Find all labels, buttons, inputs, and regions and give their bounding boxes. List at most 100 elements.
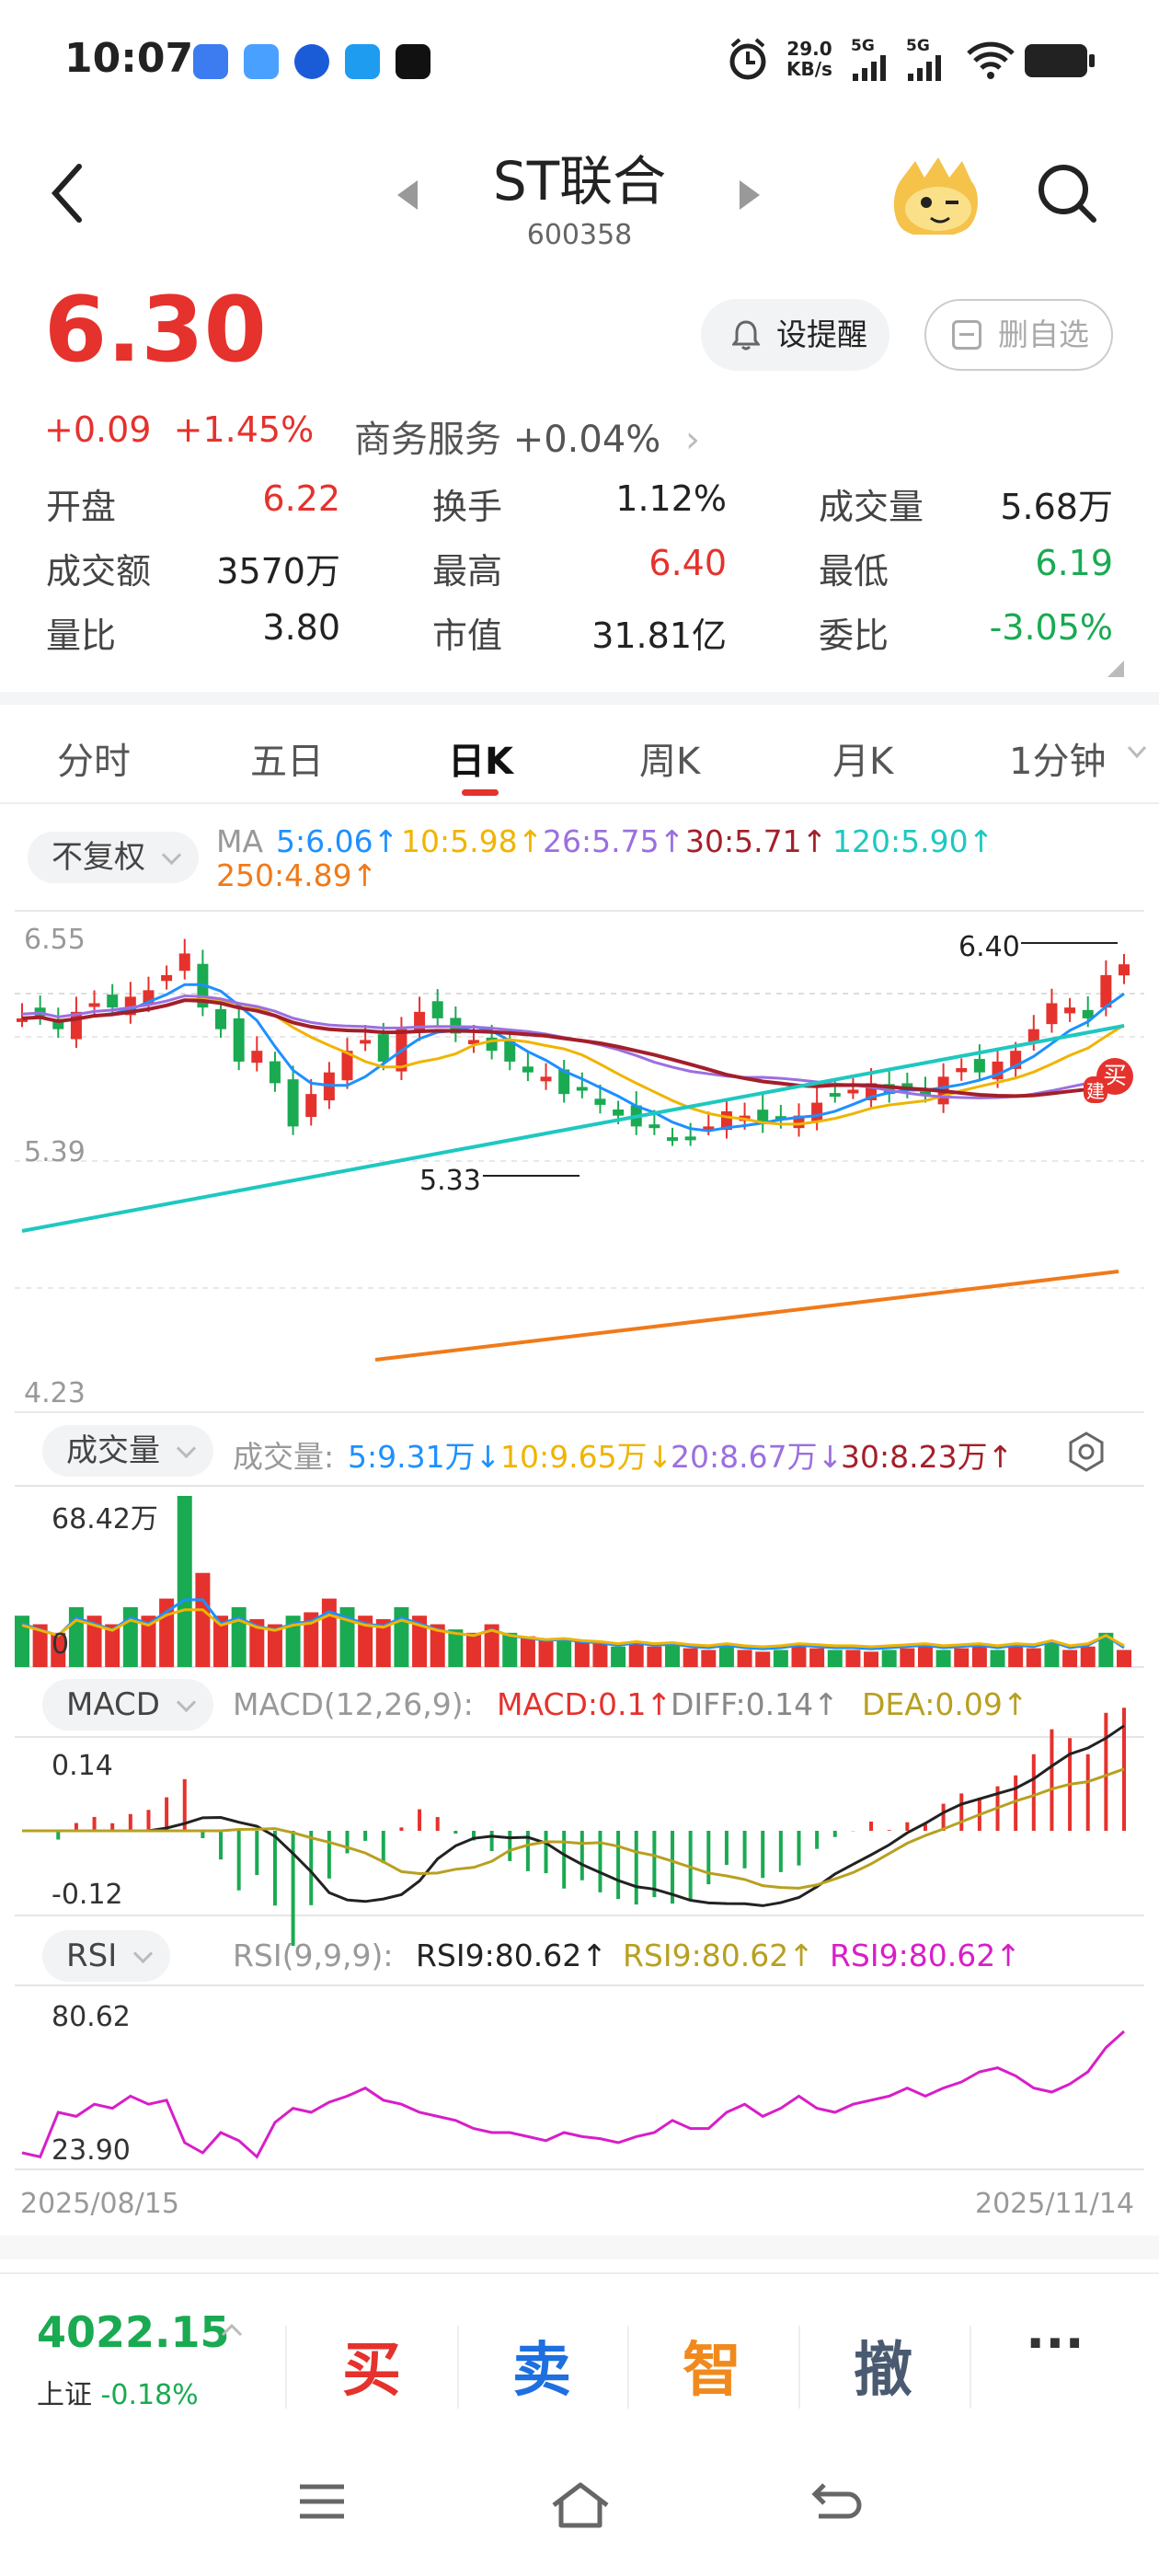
- volume-bar: [15, 1616, 29, 1667]
- remove-watchlist-button[interactable]: 删自选: [924, 299, 1113, 371]
- stat-value: 6.40: [648, 543, 727, 583]
- prev-stock-icon[interactable]: [394, 177, 421, 213]
- tab-5[interactable]: 1分钟: [1009, 741, 1107, 783]
- candle-body: [522, 1066, 534, 1073]
- stat-label: 市值: [432, 615, 503, 656]
- ma250-line: [374, 1270, 1119, 1362]
- tab-0[interactable]: 分时: [57, 741, 131, 783]
- tab-1[interactable]: 五日: [250, 741, 324, 783]
- back-icon[interactable]: [46, 161, 101, 235]
- stat-8: 委比 -3.05%: [819, 607, 1113, 658]
- sell-button[interactable]: 卖: [512, 2337, 571, 2405]
- vol-ma10-line: [21, 1608, 1125, 1649]
- candle-body: [1082, 1009, 1094, 1018]
- signal-icon: [853, 55, 886, 81]
- industry-link[interactable]: 商务服务 +0.04% ›: [354, 409, 700, 463]
- set-alert-label: 设提醒: [776, 316, 867, 352]
- candle-body: [360, 1040, 372, 1044]
- volume-bar: [827, 1650, 843, 1667]
- buy-button[interactable]: 买: [342, 2337, 401, 2405]
- stat-label: 最高: [432, 551, 503, 592]
- signal-label: 5G: [851, 37, 875, 55]
- volume-dropdown[interactable]: 成交量: [42, 1425, 213, 1477]
- candle-body: [251, 1051, 263, 1064]
- index-change: -0.18%: [100, 2379, 199, 2411]
- volume-bar: [611, 1646, 626, 1667]
- divider: [285, 2326, 287, 2409]
- tab-2[interactable]: 日K: [448, 741, 513, 783]
- divider: [457, 2326, 459, 2409]
- date-start: 2025/08/15: [20, 2188, 179, 2220]
- tab-4[interactable]: 月K: [832, 741, 894, 783]
- divider: [627, 2326, 629, 2409]
- volume-bar: [755, 1651, 771, 1667]
- volume-bar: [881, 1650, 897, 1667]
- divider: [0, 692, 1159, 705]
- candle-body: [1046, 1003, 1058, 1025]
- candle-body: [1100, 974, 1112, 1008]
- stat-value: 6.22: [262, 478, 340, 519]
- cancel-order-button[interactable]: 撤: [854, 2337, 912, 2405]
- stat-0: 开盘 6.22: [46, 478, 340, 529]
- ma-legend-item: 250:4.89↑: [216, 857, 378, 893]
- volume-bar: [718, 1646, 734, 1667]
- back-nav-icon[interactable]: [809, 2479, 865, 2527]
- more-button[interactable]: ···: [1026, 2314, 1084, 2374]
- set-alert-button[interactable]: 设提醒: [701, 299, 889, 371]
- chevron-right-icon: ›: [685, 419, 701, 461]
- volume-pill-label: 成交量: [66, 1432, 160, 1469]
- legend-item: RSI9:80.62↑: [416, 1938, 607, 1973]
- candle-body: [613, 1109, 625, 1116]
- smart-button[interactable]: 智: [683, 2337, 741, 2405]
- volume-bar: [177, 1496, 192, 1667]
- rsi-y-bottom: 23.90: [52, 2134, 131, 2167]
- stat-label: 换手: [432, 487, 503, 527]
- volume-bar: [557, 1638, 572, 1667]
- index-value[interactable]: 4022.15: [37, 2307, 230, 2357]
- app-notification-icon: [345, 44, 380, 79]
- home-icon[interactable]: [548, 2479, 613, 2531]
- settings-icon[interactable]: [1065, 1431, 1107, 1473]
- menu-icon[interactable]: [296, 2479, 348, 2524]
- app-notification-icon: [193, 44, 228, 79]
- period-tabs: 分时 五日 日K 周K 月K 1分钟: [0, 713, 1159, 796]
- rsi-dropdown[interactable]: RSI: [42, 1930, 171, 1982]
- tiktok-icon: [396, 44, 430, 79]
- adjust-dropdown[interactable]: 不复权: [28, 832, 199, 883]
- change-percent: +1.45%: [173, 409, 315, 450]
- volume-bar: [412, 1616, 428, 1667]
- chevron-up-icon[interactable]: [221, 2322, 243, 2337]
- diff-line: [22, 1724, 1125, 1907]
- volume-bar: [1117, 1650, 1131, 1667]
- adjust-label: 不复权: [52, 839, 145, 876]
- candle-body: [269, 1061, 281, 1084]
- ma-legend-item: 10:5.98↑: [401, 823, 544, 859]
- ma-legend-item: 5:6.06↑: [276, 823, 399, 859]
- candle-body: [594, 1098, 606, 1105]
- signal-label: 5G: [906, 37, 930, 55]
- stat-4: 最高 6.40: [432, 543, 727, 593]
- candle-body: [667, 1137, 679, 1142]
- chevron-down-icon[interactable]: [1127, 745, 1147, 760]
- kline-chart[interactable]: [0, 0, 1159, 2272]
- volume-bar: [122, 1606, 138, 1667]
- candle-body: [233, 1018, 245, 1062]
- volume-zero-label: 0: [52, 1628, 70, 1661]
- stock-code: 600358: [526, 219, 633, 251]
- mascot-icon[interactable]: [892, 152, 984, 235]
- candle-body: [829, 1093, 841, 1098]
- candle-body: [52, 1018, 64, 1029]
- next-stock-icon[interactable]: [736, 177, 763, 213]
- volume-bar: [1044, 1641, 1060, 1667]
- price-change: +0.09 +1.45%: [44, 409, 314, 450]
- expand-corner-icon[interactable]: [1106, 659, 1126, 679]
- macd-dropdown[interactable]: MACD: [42, 1679, 213, 1731]
- tab-3[interactable]: 周K: [639, 741, 701, 783]
- low-marker: 5.33: [419, 1165, 481, 1197]
- search-icon[interactable]: [1035, 161, 1099, 225]
- volume-bar: [683, 1648, 698, 1667]
- stat-2: 成交量 5.68万: [819, 478, 1113, 529]
- stat-value: -3.05%: [989, 607, 1113, 648]
- stat-value: 1.12%: [615, 478, 727, 519]
- legend-item: 10:9.65万↓: [500, 1439, 673, 1475]
